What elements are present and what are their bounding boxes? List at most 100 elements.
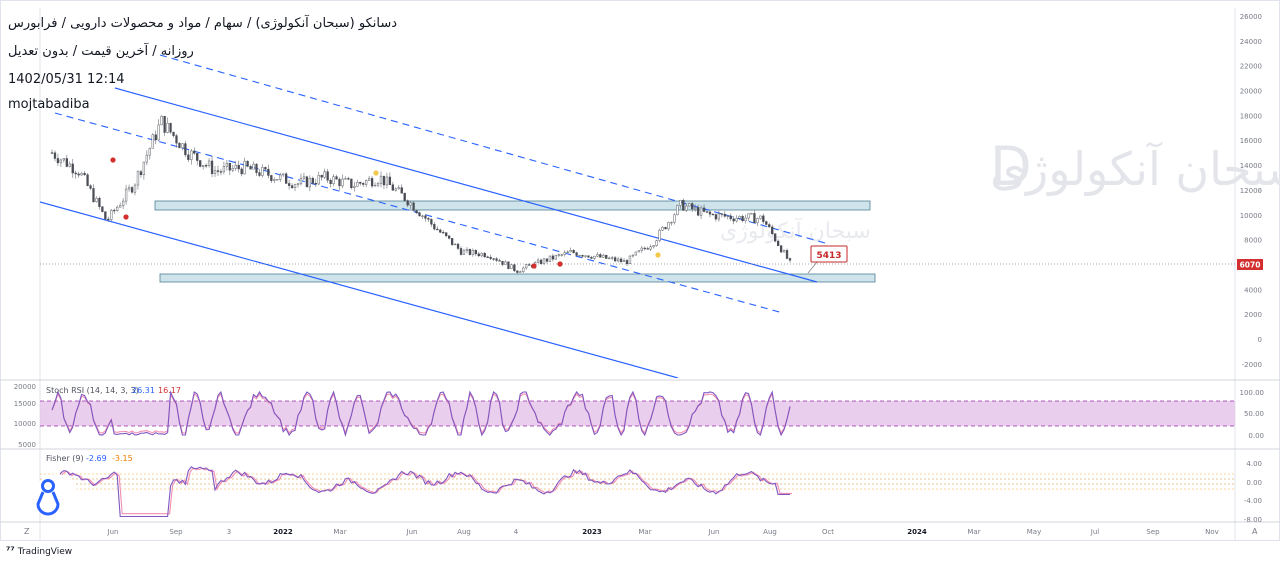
- candle-body[interactable]: [338, 178, 341, 187]
- candle-body[interactable]: [510, 264, 513, 269]
- candle-body[interactable]: [560, 254, 563, 256]
- candle-body[interactable]: [738, 216, 741, 219]
- candle-body[interactable]: [480, 252, 483, 257]
- candle-body[interactable]: [584, 255, 587, 257]
- candle-body[interactable]: [436, 228, 439, 231]
- candle-body[interactable]: [519, 271, 522, 273]
- candle-body[interactable]: [759, 215, 762, 219]
- candle-body[interactable]: [121, 200, 125, 206]
- candle-body[interactable]: [445, 232, 448, 237]
- candle-body[interactable]: [202, 165, 205, 167]
- candle-body[interactable]: [747, 213, 750, 219]
- candle-body[interactable]: [637, 250, 640, 253]
- candle-body[interactable]: [216, 170, 220, 172]
- candle-body[interactable]: [768, 224, 771, 228]
- candle-body[interactable]: [296, 183, 300, 185]
- channel-lower-solid[interactable]: [40, 201, 679, 378]
- candle-body[interactable]: [489, 256, 492, 259]
- candle-body[interactable]: [344, 178, 347, 180]
- candle-body[interactable]: [249, 166, 252, 170]
- candle-body[interactable]: [204, 165, 208, 167]
- candle-body[interactable]: [433, 223, 436, 230]
- candle-body[interactable]: [756, 218, 759, 224]
- candle-body[interactable]: [142, 161, 146, 175]
- candle-body[interactable]: [267, 168, 270, 176]
- candle-body[interactable]: [640, 247, 643, 251]
- candle-body[interactable]: [785, 250, 789, 259]
- candle-body[interactable]: [293, 184, 297, 188]
- candle-body[interactable]: [776, 240, 780, 246]
- candle-body[interactable]: [83, 172, 86, 175]
- candle-body[interactable]: [427, 218, 430, 220]
- candle-body[interactable]: [735, 218, 738, 222]
- candle-body[interactable]: [210, 160, 214, 175]
- candle-body[interactable]: [388, 176, 392, 185]
- scale-left-button[interactable]: Z: [24, 527, 30, 536]
- candle-body[interactable]: [225, 162, 229, 167]
- candle-body[interactable]: [498, 260, 501, 262]
- candle-body[interactable]: [154, 134, 157, 141]
- candle-body[interactable]: [101, 206, 104, 212]
- candle-body[interactable]: [308, 177, 312, 188]
- candle-body[interactable]: [507, 261, 510, 269]
- candle-body[interactable]: [80, 172, 83, 176]
- candle-body[interactable]: [68, 163, 71, 167]
- candle-body[interactable]: [50, 152, 54, 154]
- candle-body[interactable]: [385, 176, 389, 186]
- candle-body[interactable]: [119, 205, 122, 208]
- candle-body[interactable]: [370, 178, 374, 187]
- fisher-line[interactable]: [51, 466, 790, 518]
- candle-body[interactable]: [705, 211, 709, 213]
- candle-body[interactable]: [554, 255, 558, 260]
- candle-body[interactable]: [124, 188, 128, 202]
- candle-body[interactable]: [616, 258, 620, 262]
- candle-body[interactable]: [53, 152, 57, 159]
- candle-body[interactable]: [732, 218, 735, 222]
- candle-body[interactable]: [415, 210, 418, 214]
- candle-body[interactable]: [213, 170, 217, 175]
- candle-body[interactable]: [750, 213, 753, 215]
- candle-body[interactable]: [323, 171, 326, 178]
- candle-body[interactable]: [548, 255, 552, 262]
- channel-upper-solid[interactable]: [114, 87, 818, 283]
- price-candles[interactable]: [50, 115, 792, 274]
- candle-body[interactable]: [468, 249, 472, 255]
- candle-body[interactable]: [172, 131, 175, 136]
- candle-body[interactable]: [673, 214, 676, 223]
- candle-body[interactable]: [575, 252, 578, 256]
- candle-body[interactable]: [397, 187, 400, 190]
- candle-body[interactable]: [163, 115, 166, 133]
- candle-body[interactable]: [127, 187, 131, 190]
- candle-body[interactable]: [175, 135, 178, 144]
- candle-body[interactable]: [602, 254, 605, 258]
- candle-body[interactable]: [459, 248, 463, 255]
- candle-body[interactable]: [412, 202, 415, 211]
- candle-body[interactable]: [287, 183, 291, 186]
- candle-body[interactable]: [62, 158, 66, 161]
- candle-body[interactable]: [190, 150, 193, 160]
- candle-body[interactable]: [578, 255, 581, 257]
- candle-body[interactable]: [409, 202, 412, 206]
- candle-body[interactable]: [347, 178, 350, 180]
- resistance-zone[interactable]: [154, 200, 871, 211]
- candle-body[interactable]: [587, 255, 590, 258]
- candle-body[interactable]: [59, 159, 63, 164]
- candle-body[interactable]: [391, 184, 394, 191]
- candle-body[interactable]: [661, 226, 664, 231]
- candle-body[interactable]: [326, 171, 329, 181]
- candle-body[interactable]: [104, 211, 107, 220]
- candle-body[interactable]: [569, 250, 572, 253]
- marker-dot[interactable]: [123, 214, 129, 220]
- candle-body[interactable]: [139, 171, 143, 175]
- candle-body[interactable]: [160, 115, 163, 126]
- candle-body[interactable]: [133, 184, 137, 193]
- stoch-rsi-pane[interactable]: [40, 390, 1235, 437]
- candle-body[interactable]: [714, 214, 718, 220]
- candle-body[interactable]: [628, 255, 632, 265]
- candle-body[interactable]: [788, 258, 792, 261]
- candle-body[interactable]: [699, 207, 703, 216]
- candle-body[interactable]: [74, 172, 77, 175]
- candle-body[interactable]: [130, 187, 134, 193]
- candle-body[interactable]: [181, 143, 184, 149]
